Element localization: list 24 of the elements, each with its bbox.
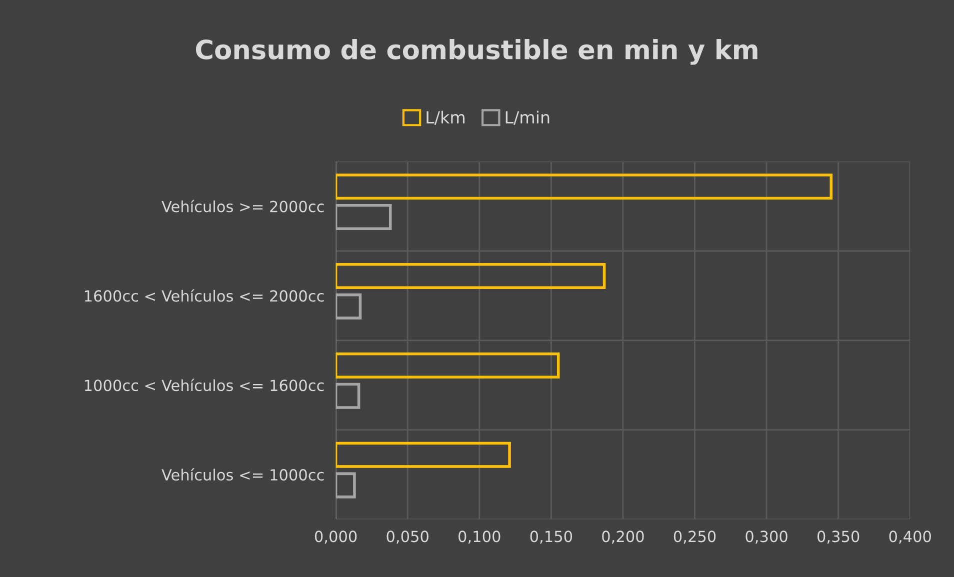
y-tick-label: Vehículos >= 2000cc (162, 200, 324, 212)
x-tick-label: 0,200 (602, 530, 644, 544)
bar (336, 352, 560, 378)
bar (336, 263, 606, 290)
x-tick-label: 0,100 (458, 530, 500, 544)
bar (336, 442, 511, 468)
x-tick-label: 0,300 (746, 530, 788, 544)
y-tick-label: 1000cc < Vehículos <= 1600cc (84, 378, 324, 392)
x-tick-label: 0,250 (674, 530, 716, 544)
x-tick-label: 0,350 (817, 530, 860, 544)
bar (336, 293, 362, 320)
legend-label: L/min (506, 110, 550, 125)
bar (336, 174, 833, 200)
bar (336, 472, 356, 498)
x-tick-label: 0,000 (314, 530, 357, 544)
x-tick-label: 0,150 (530, 530, 572, 544)
bar (336, 204, 392, 230)
chart-title: Consumo de combustible en min y km (196, 39, 758, 65)
x-tick-label: 0,400 (889, 530, 931, 544)
bar (336, 382, 360, 409)
y-tick-label: 1600cc < Vehículos <= 2000cc (84, 289, 324, 302)
legend-label: L/km (426, 110, 464, 125)
y-tick-label: Vehículos <= 1000cc (162, 468, 324, 481)
x-tick-label: 0,050 (386, 530, 428, 544)
